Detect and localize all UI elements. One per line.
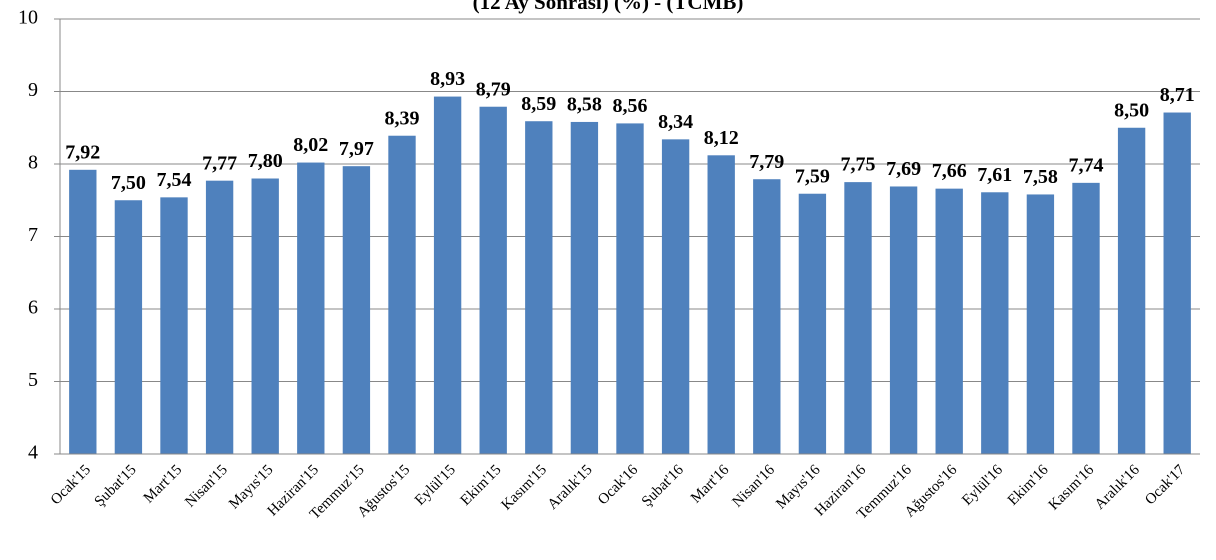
data-label: 8,59	[521, 93, 556, 115]
bar	[388, 135, 416, 454]
bar	[479, 106, 507, 454]
bar	[160, 197, 188, 454]
data-label: 7,80	[248, 150, 283, 172]
data-label: 7,59	[795, 165, 830, 187]
bar	[753, 179, 781, 454]
x-tick-label: Ocak'15	[48, 462, 94, 508]
x-tick-label: Kasım'16	[1046, 462, 1098, 514]
y-tick-label: 4	[28, 442, 38, 464]
bar	[707, 155, 735, 455]
bar	[69, 169, 97, 455]
data-label: 7,77	[202, 152, 237, 174]
x-tick-label: Şubat'15	[92, 462, 140, 510]
data-label: 8,56	[613, 95, 648, 117]
y-tick-label: 9	[28, 79, 38, 101]
bar	[1026, 194, 1055, 454]
bar	[1072, 182, 1100, 454]
data-label: 7,61	[977, 164, 1012, 186]
data-label: 7,92	[65, 141, 100, 163]
bar	[981, 192, 1009, 454]
data-label: 8,50	[1114, 99, 1149, 121]
bar	[844, 182, 872, 454]
x-tick-label: Nisan'15	[182, 462, 231, 511]
x-tick-label: Mart'15	[141, 462, 185, 506]
data-label: 8,12	[704, 127, 739, 149]
data-label: 8,93	[430, 68, 465, 90]
data-label: 8,79	[476, 78, 511, 100]
bar	[889, 186, 918, 454]
data-label: 7,79	[749, 151, 784, 173]
data-label: 7,69	[886, 158, 921, 180]
data-label: 7,97	[339, 138, 374, 160]
data-label: 7,74	[1069, 154, 1104, 176]
x-tick-label: Nisan'16	[729, 462, 778, 511]
x-tick-label: Eylül'16	[959, 462, 1006, 509]
y-tick-label: 10	[18, 7, 38, 29]
bar	[433, 96, 462, 454]
bar	[205, 180, 234, 455]
bar	[935, 188, 963, 454]
bar	[616, 123, 644, 455]
data-label: 8,02	[293, 134, 328, 156]
x-tick-label: Ekim'15	[458, 462, 505, 509]
y-tick-label: 8	[28, 152, 38, 174]
x-tick-label: Kasım'15	[499, 462, 551, 514]
data-label: 8,34	[658, 111, 693, 133]
data-label: 8,39	[385, 107, 420, 129]
y-tick-label: 5	[28, 369, 38, 391]
data-label: 7,66	[932, 160, 967, 182]
bar	[297, 162, 325, 455]
bar	[1117, 127, 1146, 454]
bar	[798, 193, 827, 454]
data-label: 7,75	[841, 154, 876, 176]
bar	[661, 139, 690, 454]
bar	[251, 178, 279, 454]
x-tick-label: Şubat'16	[639, 462, 687, 510]
x-tick-label: Mart'16	[688, 462, 733, 507]
y-tick-label: 6	[28, 297, 38, 319]
chart-title: (12 Ay Sonrası) (%) - (TCMB)	[473, 0, 744, 14]
data-label: 7,54	[157, 169, 192, 191]
y-tick-label: 7	[28, 224, 38, 246]
bar	[114, 200, 143, 454]
bar	[342, 166, 371, 455]
data-label: 7,50	[111, 172, 146, 194]
bar	[570, 121, 599, 454]
data-label: 8,71	[1160, 84, 1195, 106]
x-tick-label: Aralık'15	[545, 462, 596, 513]
x-tick-label: Ocak'16	[595, 462, 642, 509]
x-tick-label: Eylül'15	[412, 462, 459, 509]
bar	[1163, 112, 1191, 455]
bar	[525, 121, 553, 454]
data-label: 8,58	[567, 94, 602, 116]
data-label: 7,58	[1023, 166, 1058, 188]
x-tick-label: Aralık'16	[1092, 462, 1143, 513]
x-tick-label: Ocak'17	[1142, 462, 1189, 509]
